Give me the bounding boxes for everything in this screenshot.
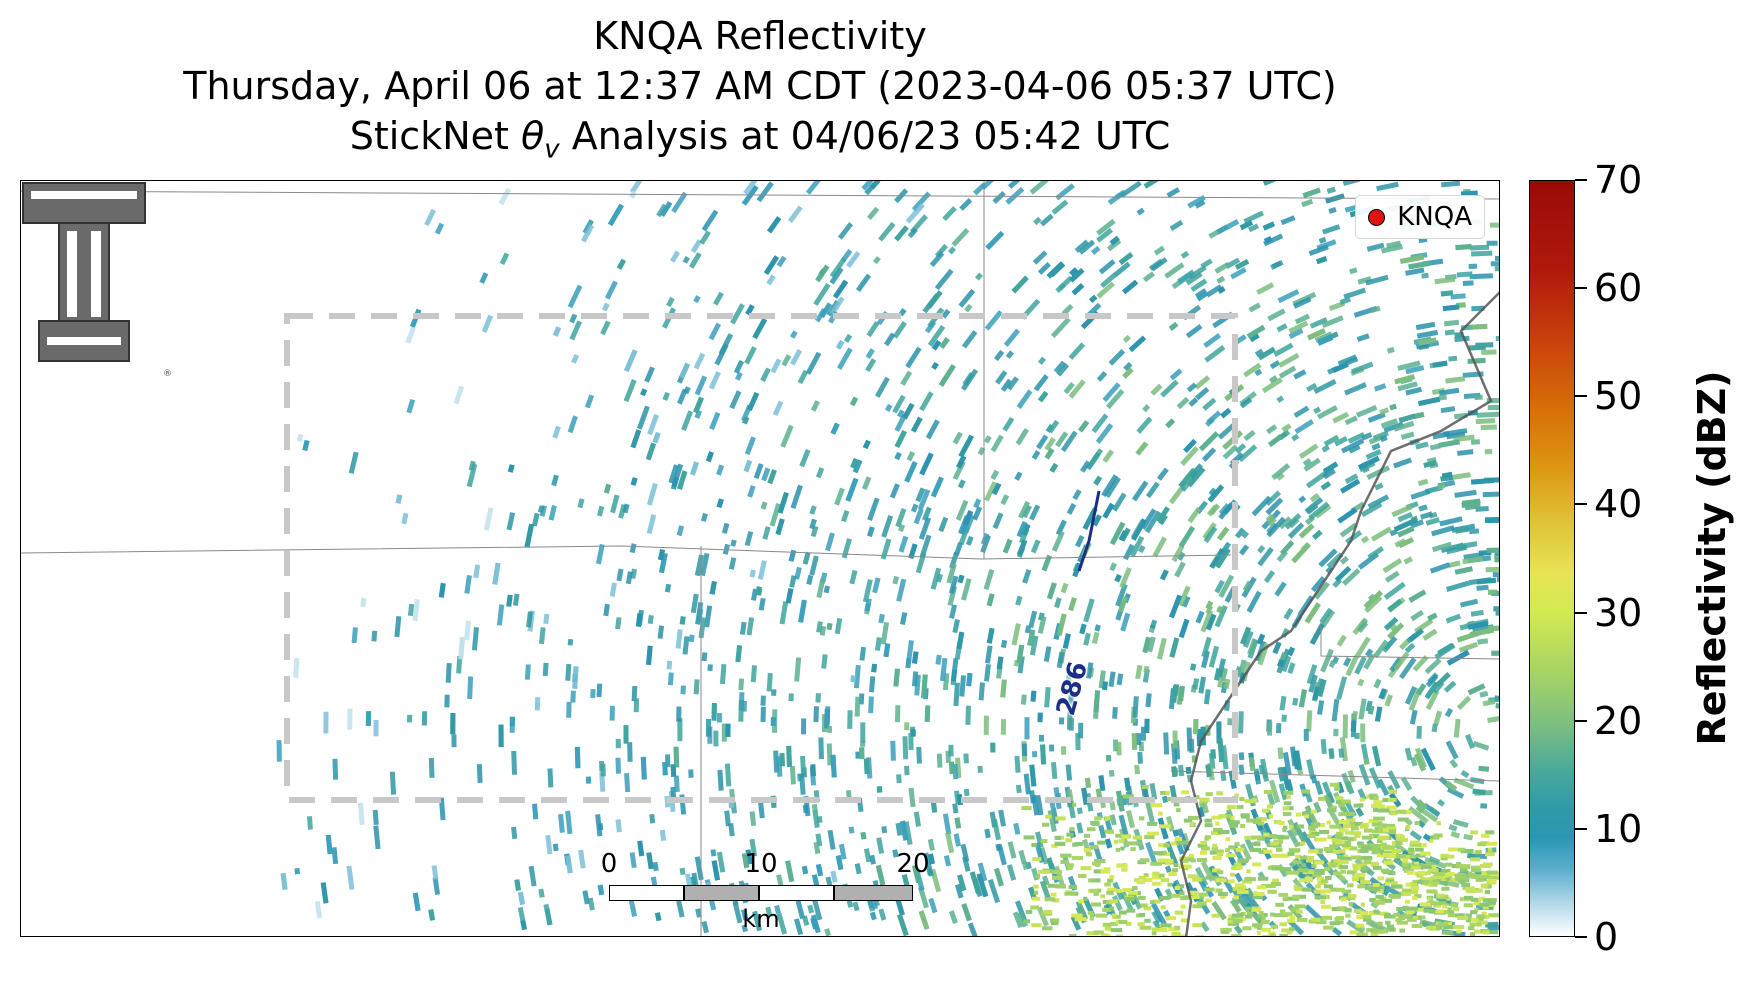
colorbar-tick xyxy=(1575,827,1587,830)
scale-segment xyxy=(834,885,913,901)
colorbar-tick-label: 70 xyxy=(1594,158,1643,202)
scale-bar: 0 10 20 km xyxy=(601,849,930,933)
radar-map[interactable]: 286 ® KNQA 0 10 20 km xyxy=(20,180,1500,937)
reflectivity-field xyxy=(276,181,1499,936)
legend: KNQA xyxy=(1355,195,1485,239)
colorbar-tick xyxy=(1575,179,1587,181)
colorbar-tick xyxy=(1575,719,1587,722)
scale-segment xyxy=(684,885,759,901)
colorbar xyxy=(1529,180,1575,937)
legend-label: KNQA xyxy=(1397,202,1472,232)
analysis-domain-box xyxy=(284,313,1238,803)
map-canvas xyxy=(21,181,1499,936)
colorbar-tick xyxy=(1575,503,1587,506)
theta-v-contour xyxy=(1077,490,1101,572)
chart-title: KNQA Reflectivity xyxy=(593,14,927,58)
radar-site-marker-icon xyxy=(1368,208,1386,226)
colorbar-tick xyxy=(1575,395,1587,398)
analysis-subtitle: StickNet θv Analysis at 04/06/23 05:42 U… xyxy=(349,114,1171,165)
scale-tick-label: 10 xyxy=(744,849,778,879)
colorbar-tick-label: 50 xyxy=(1594,374,1643,419)
texas-tech-logo xyxy=(22,182,146,362)
scale-tick-label: 20 xyxy=(896,849,930,879)
logo-registered-mark: ® xyxy=(163,369,172,379)
boundaries xyxy=(21,181,1499,936)
colorbar-tick-label: 60 xyxy=(1594,266,1643,311)
colorbar-tick-label: 20 xyxy=(1594,698,1643,743)
chart-datetime: Thursday, April 06 at 12:37 AM CDT (2023… xyxy=(183,64,1337,108)
colorbar-tick xyxy=(1575,611,1587,614)
colorbar-tick-label: 30 xyxy=(1594,590,1643,635)
scale-segment xyxy=(609,885,684,901)
colorbar-tick xyxy=(1575,287,1587,290)
scale-unit: km xyxy=(742,905,780,933)
river-line xyxy=(1179,291,1499,936)
colorbar-label: Reflectivity (dBZ) xyxy=(1690,370,1734,746)
scale-segment xyxy=(759,885,834,901)
colorbar-tick-label: 10 xyxy=(1594,806,1643,851)
colorbar-tick-label: 0 xyxy=(1594,915,1619,959)
colorbar-tick-label: 40 xyxy=(1594,482,1643,527)
scale-tick-label: 0 xyxy=(600,849,618,879)
colorbar-tick xyxy=(1575,936,1587,938)
